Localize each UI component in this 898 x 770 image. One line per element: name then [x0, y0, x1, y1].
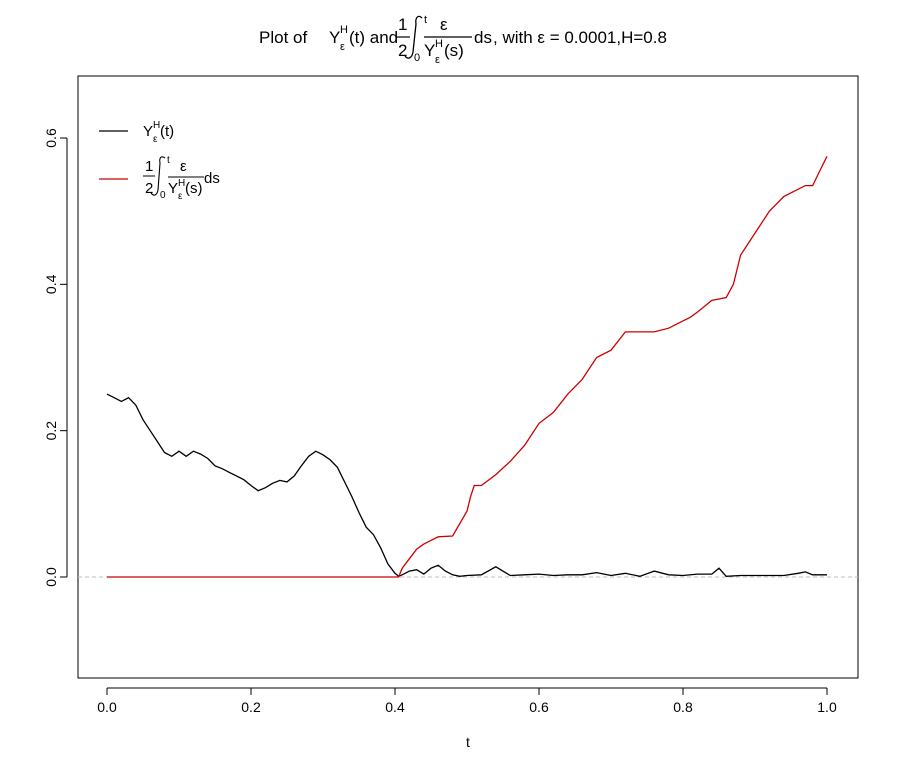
title-integrand-den-arg: (s) [444, 41, 464, 60]
y-tick-label: 0.4 [43, 274, 59, 294]
title-den-sup-H: H [435, 38, 443, 50]
legend-2-den-Y: Y [168, 180, 178, 197]
legend-2-int-lower: 0 [160, 190, 166, 201]
legend-1-sup: H [153, 120, 160, 131]
chart-title: Plot of Y H ε (t) and 1 2 t 0 ε Y H ε (s… [259, 14, 667, 66]
legend: Y H ε (t) 1 2 t 0 ε Y H ε (s) ds [99, 120, 220, 202]
title-int-lower: 0 [414, 52, 420, 64]
x-tick-label: 0.4 [385, 699, 405, 715]
title-ds: ds [474, 28, 492, 47]
x-tick-label: 0.0 [97, 699, 117, 715]
legend-2-frac-den: 2 [145, 180, 153, 197]
series-layer [106, 156, 828, 578]
x-tick-label: 0.6 [529, 699, 549, 715]
title-prefix: Plot of [259, 28, 307, 47]
legend-1-Y: Y [143, 123, 153, 140]
title-integral-icon [404, 15, 423, 59]
y-tick-label: 0.2 [43, 421, 59, 441]
legend-2-den-sub: ε [178, 191, 183, 202]
title-frac-num: 1 [398, 15, 407, 34]
legend-2-den-arg: (s) [185, 180, 203, 197]
legend-2-ds: ds [204, 170, 220, 187]
legend-2-int-upper: t [167, 155, 170, 166]
x-axis-label: t [466, 734, 470, 750]
y-tick-label: 0.6 [43, 128, 59, 148]
title-integrand-num: ε [440, 15, 448, 34]
title-frac-den: 2 [398, 41, 407, 60]
title-sub-eps: ε [340, 41, 345, 53]
title-Y: Y [329, 28, 340, 47]
legend-2-num: ε [180, 158, 187, 175]
title-sup-H: H [340, 24, 348, 36]
title-suffix: , with ε = 0.0001,H=0.8 [493, 28, 667, 47]
y-axis: 0.0 0.2 0.4 0.6 [43, 128, 68, 587]
plot-frame [77, 75, 859, 679]
legend-integral-icon [150, 156, 166, 196]
series-line-1 [107, 156, 828, 578]
title-int-upper: t [424, 14, 427, 26]
title-integrand-den-Y: Y [424, 41, 435, 60]
title-arg-t: (t) and [349, 28, 398, 47]
legend-2-den-sup: H [178, 178, 185, 189]
title-den-sub-eps: ε [435, 54, 440, 66]
x-tick-label: 0.2 [241, 699, 261, 715]
x-tick-label: 0.8 [673, 699, 693, 715]
series-line-0 [106, 393, 827, 578]
legend-2-frac-num: 1 [145, 158, 153, 175]
x-tick-label: 1.0 [817, 699, 837, 715]
x-axis: 0.0 0.2 0.4 0.6 0.8 1.0 [97, 687, 837, 715]
legend-1-arg: (t) [160, 123, 174, 140]
legend-1-sub: ε [153, 134, 158, 145]
y-tick-label: 0.0 [43, 567, 59, 587]
